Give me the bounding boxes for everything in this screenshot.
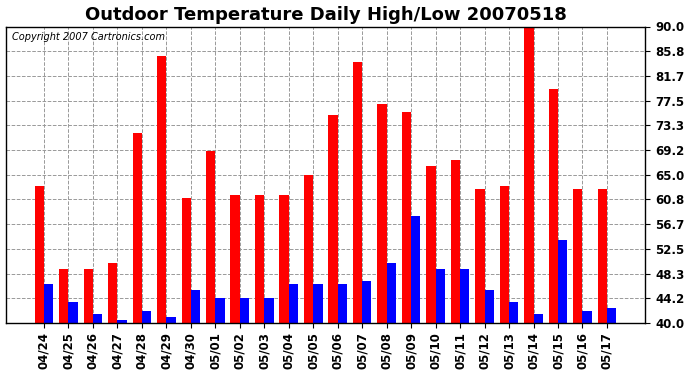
Bar (230, 195, 239, 323)
Bar (142, 311, 151, 323)
Bar (279, 195, 288, 323)
Bar (304, 175, 313, 323)
Bar (132, 133, 142, 323)
Bar (117, 320, 127, 323)
Bar (191, 290, 200, 323)
Bar (215, 298, 225, 323)
Bar (598, 189, 607, 323)
Bar (524, 27, 533, 323)
Bar (59, 269, 68, 323)
Bar (93, 314, 102, 323)
Bar (533, 314, 543, 323)
Bar (34, 186, 44, 323)
Bar (157, 56, 166, 323)
Bar (108, 264, 117, 323)
Bar (68, 302, 78, 323)
Bar (484, 290, 494, 323)
Bar (166, 317, 176, 323)
Bar (451, 160, 460, 323)
Bar (328, 116, 337, 323)
Bar (411, 216, 420, 323)
Bar (44, 284, 53, 323)
Bar (435, 269, 445, 323)
Bar (509, 302, 518, 323)
Bar (386, 264, 396, 323)
Bar (426, 166, 435, 323)
Bar (83, 269, 93, 323)
Bar (475, 189, 484, 323)
Bar (206, 151, 215, 323)
Bar (255, 195, 264, 323)
Bar (362, 281, 371, 323)
Bar (500, 186, 509, 323)
Bar (337, 284, 347, 323)
Bar (239, 298, 249, 323)
Title: Outdoor Temperature Daily High/Low 20070518: Outdoor Temperature Daily High/Low 20070… (84, 6, 566, 24)
Text: Copyright 2007 Cartronics.com: Copyright 2007 Cartronics.com (12, 32, 165, 42)
Bar (353, 62, 362, 323)
Bar (377, 104, 386, 323)
Bar (181, 198, 191, 323)
Bar (402, 112, 411, 323)
Bar (607, 308, 616, 323)
Bar (264, 298, 273, 323)
Bar (288, 284, 298, 323)
Bar (582, 311, 592, 323)
Bar (573, 189, 582, 323)
Bar (313, 284, 322, 323)
Bar (558, 240, 567, 323)
Bar (460, 269, 469, 323)
Bar (549, 89, 558, 323)
